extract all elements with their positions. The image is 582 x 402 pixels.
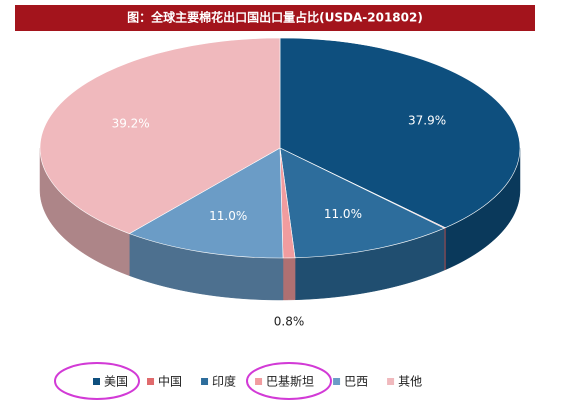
data-label: 37.9% bbox=[408, 114, 446, 128]
annotation-circle bbox=[54, 362, 140, 400]
legend-label: 巴基斯坦 bbox=[266, 375, 314, 389]
pie-slice bbox=[279, 37, 521, 229]
pie: 37.9% 11.0% 0.8% 11.0% 39.2% bbox=[39, 37, 521, 328]
legend-swatch bbox=[147, 378, 155, 385]
legend-label: 美国 bbox=[104, 375, 128, 389]
legend-label: 其他 bbox=[398, 375, 422, 389]
legend-label: 印度 bbox=[212, 374, 236, 389]
pie-slice bbox=[279, 147, 446, 259]
pie-slice bbox=[39, 37, 281, 234]
title-bar bbox=[15, 5, 535, 31]
data-label: 0.8% bbox=[274, 314, 305, 328]
data-label: 39.2% bbox=[112, 116, 150, 130]
legend-label: 巴西 bbox=[344, 375, 368, 389]
legend-swatch bbox=[387, 378, 395, 385]
data-label: 11.0% bbox=[209, 209, 247, 223]
legend-label: 中国 bbox=[158, 374, 182, 389]
annotation-circle bbox=[246, 362, 332, 400]
legend-swatch bbox=[255, 378, 263, 385]
pie-slice bbox=[128, 147, 284, 259]
data-label: 11.0% bbox=[324, 207, 362, 221]
legend-swatch bbox=[93, 378, 100, 385]
legend: 美国 中国 印度 巴基斯坦 巴西 其他 bbox=[93, 374, 422, 389]
legend-swatch bbox=[333, 378, 341, 385]
chart-title: 图：全球主要棉花出口国出口量占比(USDA-201802) bbox=[127, 10, 423, 25]
pie-side bbox=[282, 257, 296, 301]
legend-swatch bbox=[201, 378, 209, 385]
